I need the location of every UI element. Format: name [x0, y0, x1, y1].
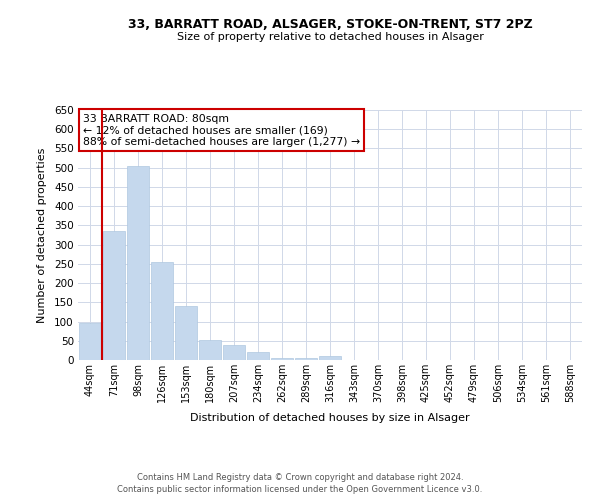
Text: 33 BARRATT ROAD: 80sqm
← 12% of detached houses are smaller (169)
88% of semi-de: 33 BARRATT ROAD: 80sqm ← 12% of detached… [83, 114, 360, 147]
Bar [151, 262, 173, 360]
Text: Contains HM Land Registry data © Crown copyright and database right 2024.: Contains HM Land Registry data © Crown c… [137, 472, 463, 482]
Bar [247, 352, 269, 360]
Bar [127, 166, 149, 360]
Text: Size of property relative to detached houses in Alsager: Size of property relative to detached ho… [176, 32, 484, 42]
Bar [79, 322, 101, 360]
Bar [271, 358, 293, 360]
Bar [103, 231, 125, 360]
Bar [319, 356, 341, 360]
Bar [199, 340, 221, 360]
Bar [295, 358, 317, 360]
X-axis label: Distribution of detached houses by size in Alsager: Distribution of detached houses by size … [190, 414, 470, 424]
Bar [175, 306, 197, 360]
Text: 33, BARRATT ROAD, ALSAGER, STOKE-ON-TRENT, ST7 2PZ: 33, BARRATT ROAD, ALSAGER, STOKE-ON-TREN… [128, 18, 532, 30]
Bar [223, 346, 245, 360]
Text: Contains public sector information licensed under the Open Government Licence v3: Contains public sector information licen… [118, 485, 482, 494]
Y-axis label: Number of detached properties: Number of detached properties [37, 148, 47, 322]
